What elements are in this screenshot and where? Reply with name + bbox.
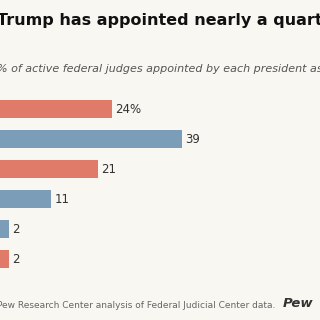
Text: 2: 2 bbox=[12, 252, 20, 266]
Text: Trump has appointed nearly a quarter of all active federal judges: Trump has appointed nearly a quarter of … bbox=[0, 13, 320, 28]
Text: Pew Research Center analysis of Federal Judicial Center data.: Pew Research Center analysis of Federal … bbox=[0, 301, 275, 310]
Text: 2: 2 bbox=[12, 223, 20, 236]
Bar bbox=[0, 190, 52, 208]
Bar bbox=[0, 100, 112, 118]
Text: 21: 21 bbox=[101, 163, 116, 176]
Text: 24%: 24% bbox=[115, 103, 141, 116]
Bar bbox=[0, 160, 98, 179]
Bar bbox=[0, 250, 9, 268]
Text: Pew: Pew bbox=[283, 297, 314, 310]
Text: 39: 39 bbox=[185, 132, 200, 146]
Text: 11: 11 bbox=[54, 193, 69, 206]
Bar bbox=[0, 130, 182, 148]
Text: % of active federal judges appointed by each president as of July 7, 2020: % of active federal judges appointed by … bbox=[0, 64, 320, 74]
Bar bbox=[0, 220, 9, 238]
